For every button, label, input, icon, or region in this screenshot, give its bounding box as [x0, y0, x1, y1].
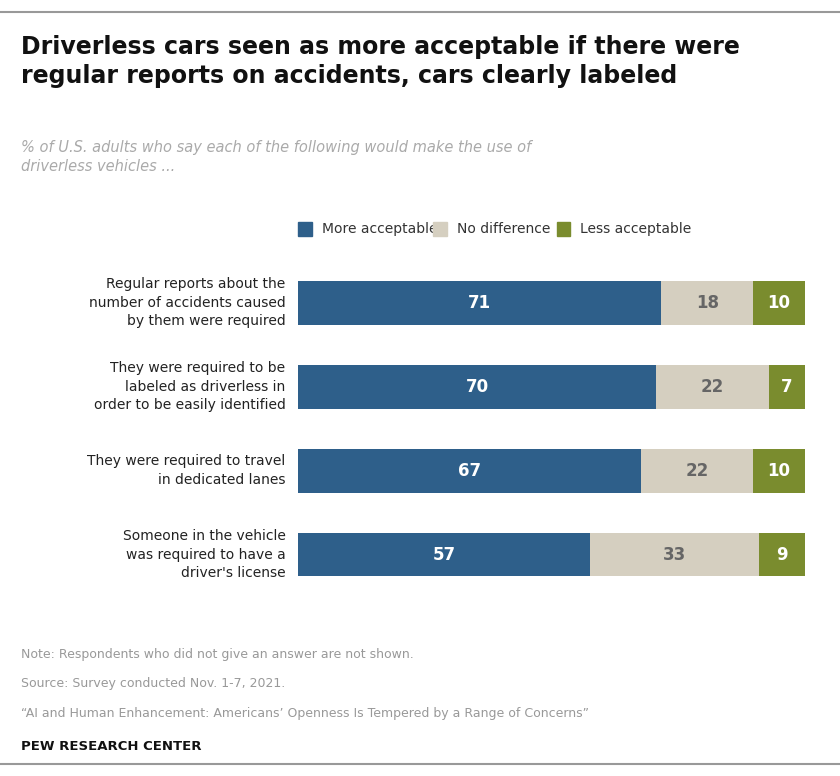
Text: They were required to be
labeled as driverless in
order to be easily identified: They were required to be labeled as driv…: [94, 362, 286, 412]
Text: “AI and Human Enhancement: Americans’ Openness Is Tempered by a Range of Concern: “AI and Human Enhancement: Americans’ Op…: [21, 707, 589, 720]
Text: PEW RESEARCH CENTER: PEW RESEARCH CENTER: [21, 740, 202, 753]
Text: 67: 67: [458, 462, 481, 480]
Bar: [753, 449, 805, 493]
Bar: [298, 281, 661, 324]
Text: 22: 22: [701, 378, 724, 396]
Text: 57: 57: [433, 546, 455, 563]
Text: 22: 22: [685, 462, 709, 480]
Bar: [661, 281, 753, 324]
Bar: [656, 365, 769, 409]
Bar: [298, 449, 641, 493]
Bar: [753, 281, 805, 324]
Text: Source: Survey conducted Nov. 1-7, 2021.: Source: Survey conducted Nov. 1-7, 2021.: [21, 677, 286, 691]
Text: No difference: No difference: [457, 222, 550, 236]
Text: Note: Respondents who did not give an answer are not shown.: Note: Respondents who did not give an an…: [21, 648, 414, 661]
Text: 70: 70: [465, 378, 489, 396]
Bar: [769, 365, 805, 409]
Text: Someone in the vehicle
was required to have a
driver's license: Someone in the vehicle was required to h…: [123, 529, 286, 580]
Text: 18: 18: [696, 294, 719, 312]
Text: 10: 10: [768, 294, 790, 312]
Text: 7: 7: [781, 378, 792, 396]
Text: Regular reports about the
number of accidents caused
by them were required: Regular reports about the number of acci…: [89, 278, 286, 328]
Bar: [590, 533, 759, 577]
Text: 33: 33: [663, 546, 685, 563]
Text: Driverless cars seen as more acceptable if there were
regular reports on acciden: Driverless cars seen as more acceptable …: [21, 35, 740, 88]
Bar: [641, 449, 753, 493]
Bar: [298, 533, 590, 577]
Bar: [759, 533, 805, 577]
Text: Less acceptable: Less acceptable: [580, 222, 691, 236]
Text: % of U.S. adults who say each of the following would make the use of
driverless : % of U.S. adults who say each of the fol…: [21, 140, 531, 175]
Text: 71: 71: [468, 294, 491, 312]
Text: 10: 10: [768, 462, 790, 480]
Bar: [298, 365, 656, 409]
Text: They were required to travel
in dedicated lanes: They were required to travel in dedicate…: [87, 455, 286, 487]
Text: More acceptable: More acceptable: [322, 222, 438, 236]
Text: 9: 9: [776, 546, 787, 563]
